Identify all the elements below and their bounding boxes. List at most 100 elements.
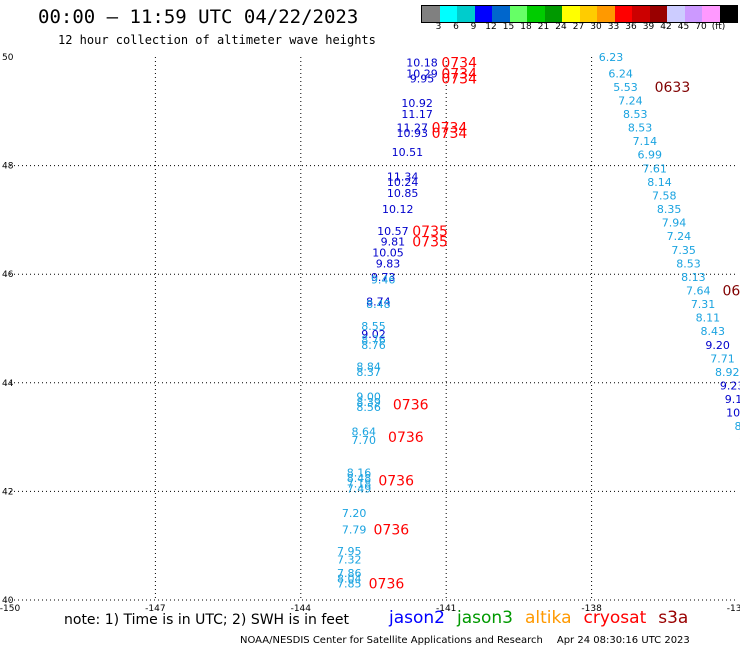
wave-height-label: 10.85	[387, 187, 419, 200]
scale-swatch	[597, 6, 615, 22]
time-label: 0734	[441, 66, 477, 82]
scale-swatch	[492, 6, 510, 22]
scale-swatch	[527, 6, 545, 22]
scale-label: 9	[470, 22, 477, 32]
scale-label: 3	[435, 22, 442, 32]
wave-height-label: 7.18	[347, 477, 372, 490]
wave-height-label: 8.39	[356, 396, 381, 409]
wave-height-label: 7.95	[337, 545, 362, 558]
scale-label: 45	[677, 22, 690, 32]
wave-height-label: 8.74	[366, 295, 391, 308]
wave-height-label: 9.00	[356, 390, 381, 403]
wave-height-label: 9.15	[725, 393, 740, 406]
wave-height-label: 6.23	[599, 51, 624, 64]
wave-height-label: 8.64	[352, 426, 377, 439]
credit-line: NOAA/NESDIS Center for Satellite Applica…	[240, 635, 690, 646]
wave-height-label: 9.46	[371, 274, 396, 287]
time-label: 0734	[432, 121, 468, 137]
wave-height-label: 7.70	[352, 434, 377, 447]
wave-height-label: 9.20	[705, 339, 730, 352]
lon-tick-label: -147	[145, 604, 165, 614]
scale-label: 12	[485, 22, 497, 32]
scale-label: 39	[642, 22, 655, 32]
color-scale	[421, 5, 738, 23]
wave-height-label: 10.12	[382, 203, 414, 216]
lon-tick-label: -144	[291, 604, 312, 614]
time-label: 0736	[393, 398, 429, 414]
wave-height-label: 6.99	[638, 149, 663, 162]
wave-height-label: 9.83	[376, 257, 401, 270]
wave-height-label: 10.05	[372, 246, 404, 259]
wave-height-label: 11.34	[387, 170, 419, 183]
wave-height-label: 8.43	[701, 325, 726, 338]
scale-label: 33	[607, 22, 620, 32]
lon-tick-label: -135	[727, 604, 740, 614]
page-title: 00:00 — 11:59 UTC 04/22/2023	[38, 6, 359, 28]
wave-height-label: 6.24	[608, 67, 633, 80]
time-label: 0734	[441, 55, 477, 71]
scale-swatch	[544, 6, 562, 22]
scale-swatch	[562, 6, 580, 22]
wave-height-label: 7.35	[671, 244, 696, 257]
wave-height-label: 9.73	[371, 271, 396, 284]
scale-label: (ft)	[711, 22, 726, 32]
time-label: 0734	[441, 72, 477, 88]
wave-height-label: 8.48	[347, 472, 372, 485]
scale-swatch	[509, 6, 527, 22]
footer-note: note: 1) Time is in UTC; 2) SWH is in fe…	[64, 612, 350, 628]
time-label: 0633	[655, 80, 691, 96]
scale-swatch	[439, 6, 457, 22]
lon-tick-label: -150	[0, 604, 20, 614]
wave-height-label: 7.49	[347, 483, 372, 496]
lat-tick-label: 50	[2, 53, 14, 63]
legend-altika: altika	[525, 608, 572, 628]
scale-label: 18	[520, 22, 532, 32]
wave-height-label: 8.53	[676, 257, 701, 270]
wave-height-label: 8.84	[356, 361, 381, 374]
wave-height-label: 7.58	[652, 189, 677, 202]
page-subtitle: 12 hour collection of altimeter wave hei…	[58, 33, 376, 47]
lat-tick-label: 40	[2, 596, 14, 606]
wave-height-label: 7.85	[337, 578, 362, 591]
scale-label: 21	[537, 22, 550, 32]
scale-swatch	[474, 6, 492, 22]
wave-height-label: 10.24	[387, 176, 419, 189]
wave-height-label: 8.53	[628, 122, 653, 135]
lat-tick-label: 48	[2, 162, 14, 172]
scale-label: 15	[502, 22, 515, 32]
wave-height-label: 7.86	[337, 567, 362, 580]
wave-height-label: 7.31	[691, 298, 716, 311]
time-label: 0735	[412, 235, 448, 251]
wave-height-label: 11.27	[397, 122, 429, 135]
wave-height-label: 7.79	[342, 523, 367, 536]
wave-height-label: 7.94	[662, 217, 687, 230]
wave-height-label: 8.92	[715, 366, 740, 379]
wave-height-label: 9.02	[361, 328, 386, 341]
wave-height-label: 7.24	[618, 94, 643, 107]
scale-swatch	[684, 6, 702, 22]
scale-swatch	[719, 6, 737, 22]
wave-height-label: 11.17	[401, 108, 433, 121]
scale-swatch	[632, 6, 650, 22]
scale-label: 36	[625, 22, 637, 32]
wave-height-label: 8.55	[361, 320, 386, 333]
scale-label: 70	[695, 22, 707, 32]
legend-cryosat: cryosat	[583, 608, 647, 628]
lon-tick-label: -138	[581, 604, 602, 614]
wave-height-label: 8.53	[623, 108, 648, 121]
scale-label: 27	[572, 22, 585, 32]
wave-height-label: 7.71	[710, 352, 735, 365]
wave-height-label: 10.57	[377, 225, 409, 238]
wave-height-label: 8.04	[337, 572, 362, 585]
credit-org: NOAA/NESDIS Center for Satellite Applica…	[240, 635, 543, 646]
wave-height-label: 7.20	[342, 507, 367, 520]
wave-height-label: 7.61	[642, 162, 667, 175]
wave-height-label: 8.37	[356, 366, 381, 379]
wave-height-label: 7.32	[337, 553, 362, 566]
color-scale-labels: 3 6 9 12 15 18 21 24 27 30 33 36 39 42 45 70 (ft)	[421, 22, 740, 34]
wave-height-label: 10.93	[397, 127, 429, 140]
scale-label: 30	[590, 22, 602, 32]
legend-jason2: jason2	[389, 608, 445, 628]
scale-swatch	[702, 6, 720, 22]
